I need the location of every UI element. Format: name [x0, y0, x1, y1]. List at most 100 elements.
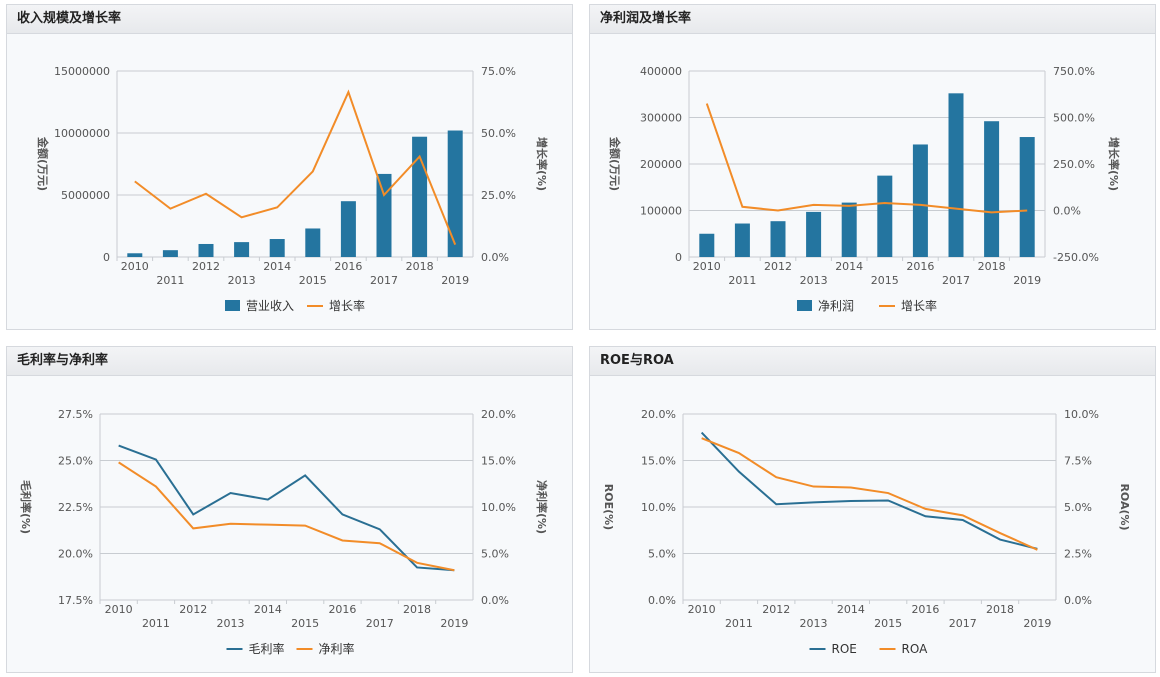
- x-tick-label: 2013: [228, 274, 256, 287]
- x-tick-label: 2018: [986, 603, 1014, 616]
- x-tick-label: 2019: [1023, 617, 1051, 630]
- revenue-chart: 0 5000000 10000000 15000000 0.0% 25.0% 50.0% 75…: [7, 34, 572, 329]
- x-tick-label: 2017: [949, 617, 977, 630]
- right-tick-label: 75.0%: [481, 65, 516, 78]
- left-tick-label: 27.5%: [58, 408, 93, 421]
- right-tick-label: 10.0%: [481, 501, 516, 514]
- bar: [949, 93, 964, 257]
- bar: [377, 174, 392, 257]
- series-line-1: [119, 446, 455, 571]
- x-tick-label: 2011: [156, 274, 184, 287]
- margins-chart: 17.5% 20.0% 22.5% 25.0% 27.5% 0.0% 5.0% 10.0% 15…: [7, 376, 572, 672]
- legend-label: 净利率: [319, 641, 355, 656]
- legend-label: ROA: [902, 642, 929, 656]
- right-tick-label: -250.0%: [1053, 251, 1099, 264]
- right-tick-label: 500.0%: [1053, 112, 1095, 125]
- right-axis-title: ROA(%): [1118, 483, 1131, 530]
- x-tick-label: 2017: [370, 274, 398, 287]
- bar: [163, 250, 178, 257]
- legend-label: 营业收入: [246, 299, 294, 313]
- left-tick-label: 10.0%: [641, 501, 676, 514]
- bar: [199, 244, 214, 257]
- growth-line: [707, 104, 1027, 213]
- left-axis-title: 金额(万元): [608, 136, 622, 191]
- bar: [305, 228, 320, 257]
- legend-label: 增长率: [901, 298, 937, 313]
- left-tick-label: 200000: [640, 158, 682, 171]
- x-tick-label: 2012: [762, 603, 790, 616]
- right-tick-label: 750.0%: [1053, 65, 1095, 78]
- x-tick-label: 2014: [837, 603, 865, 616]
- x-tick-label: 2011: [725, 617, 753, 630]
- roe-roa-chart: 0.0% 5.0% 10.0% 15.0% 20.0% 0.0% 2.5% 5.0% 7.5% 1…: [590, 376, 1155, 672]
- left-tick-label: 15000000: [54, 65, 110, 78]
- bar: [448, 131, 463, 257]
- panel-title: 净利润及增长率: [590, 5, 1155, 34]
- x-tick-label: 2010: [693, 260, 721, 273]
- x-tick-label: 2015: [874, 617, 902, 630]
- x-tick-label: 2019: [440, 617, 468, 630]
- right-tick-label: 250.0%: [1053, 158, 1095, 171]
- left-axis-title: ROE(%): [602, 484, 615, 530]
- bar: [270, 239, 285, 257]
- right-axis-title: 增长率(%): [1107, 137, 1121, 191]
- right-tick-label: 5.0%: [1064, 501, 1092, 514]
- x-tick-label: 2019: [441, 274, 469, 287]
- x-tick-label: 2018: [978, 260, 1006, 273]
- bar: [806, 212, 821, 257]
- x-tick-label: 2010: [121, 260, 149, 273]
- bar: [234, 242, 249, 257]
- bar: [341, 201, 356, 257]
- left-axis-title: 金额(万元): [36, 136, 50, 191]
- legend-swatch-bar: [225, 300, 240, 311]
- bar: [1020, 137, 1035, 257]
- legend-label: 毛利率: [249, 641, 285, 656]
- left-tick-label: 0: [103, 251, 110, 264]
- right-tick-label: 0.0%: [1064, 594, 1092, 607]
- panel-revenue: 收入规模及增长率 0 5000000 10000000 15000000 0.0% 25.…: [6, 4, 573, 330]
- x-tick-label: 2017: [942, 274, 970, 287]
- right-axis-title: 净利率(%): [535, 480, 549, 534]
- left-tick-label: 20.0%: [58, 548, 93, 561]
- right-tick-label: 20.0%: [481, 408, 516, 421]
- panel-title: ROE与ROA: [590, 347, 1155, 376]
- bar: [913, 144, 928, 257]
- x-tick-label: 2012: [192, 260, 220, 273]
- right-tick-label: 0.0%: [481, 594, 509, 607]
- bar: [984, 121, 999, 257]
- x-tick-label: 2013: [800, 617, 828, 630]
- x-tick-label: 2016: [911, 603, 939, 616]
- left-tick-label: 5000000: [61, 189, 110, 202]
- left-tick-label: 400000: [640, 65, 682, 78]
- x-tick-label: 2016: [906, 260, 934, 273]
- left-tick-label: 25.0%: [58, 455, 93, 468]
- right-tick-label: 50.0%: [481, 127, 516, 140]
- x-tick-label: 2011: [728, 274, 756, 287]
- left-tick-label: 100000: [640, 205, 682, 218]
- x-tick-label: 2011: [142, 617, 170, 630]
- left-tick-label: 300000: [640, 112, 682, 125]
- x-tick-label: 2018: [406, 260, 434, 273]
- bar: [735, 224, 750, 257]
- x-tick-label: 2010: [688, 603, 716, 616]
- left-tick-label: 0.0%: [648, 594, 676, 607]
- net-profit-chart: 0 100000 200000 300000 400000 -250.0% 0.0% 250.…: [590, 34, 1155, 329]
- left-tick-label: 10000000: [54, 127, 110, 140]
- right-tick-label: 0.0%: [1053, 205, 1081, 218]
- x-tick-label: 2014: [835, 260, 863, 273]
- bar: [699, 234, 714, 257]
- legend-label: ROE: [832, 642, 857, 656]
- x-tick-label: 2019: [1013, 274, 1041, 287]
- bar: [412, 137, 427, 257]
- panel-title: 毛利率与净利率: [7, 347, 572, 376]
- panel-title: 收入规模及增长率: [7, 5, 572, 34]
- x-tick-label: 2012: [179, 603, 207, 616]
- x-tick-label: 2017: [366, 617, 394, 630]
- x-tick-label: 2013: [217, 617, 245, 630]
- right-tick-label: 5.0%: [481, 548, 509, 561]
- left-tick-label: 0: [675, 251, 682, 264]
- x-tick-label: 2015: [299, 274, 327, 287]
- panel-roe-roa: ROE与ROA 0.0% 5.0% 10.0% 15.0% 20.0% 0.0% 2.5% 5…: [589, 346, 1156, 673]
- growth-line: [135, 92, 455, 245]
- left-tick-label: 5.0%: [648, 548, 676, 561]
